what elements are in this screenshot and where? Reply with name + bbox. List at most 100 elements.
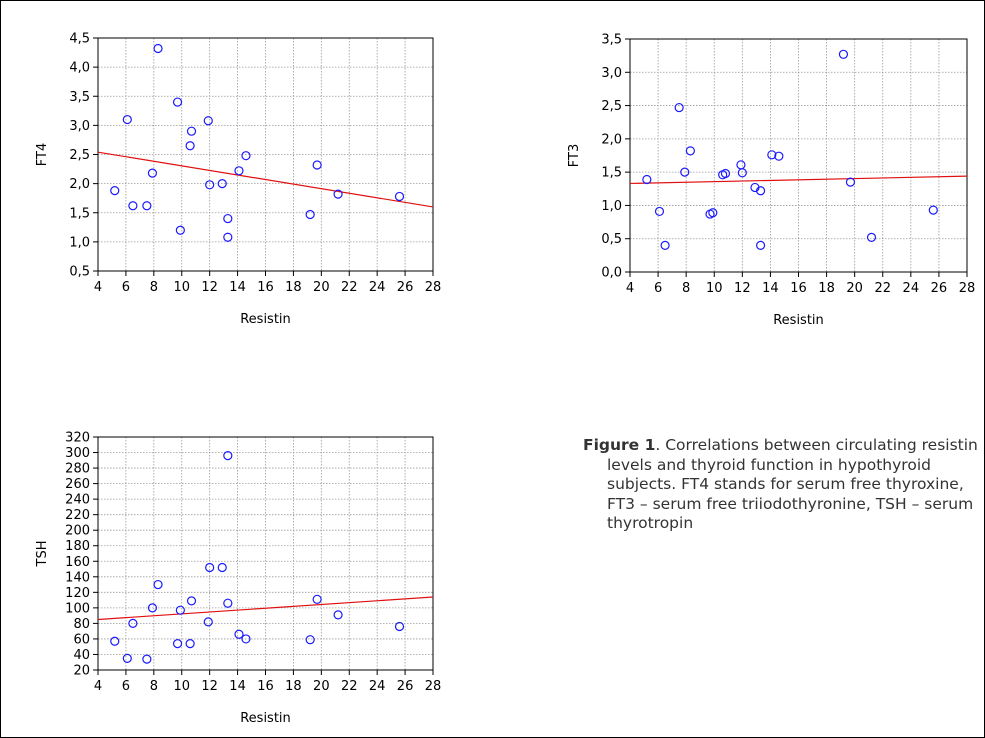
ft4-data-point [128,201,138,211]
ft3-y-axis-label: FT3 [567,144,582,167]
ft4-data-point [175,225,185,235]
tsh-xtick-label: 12 [201,679,218,694]
ft4-xtick-label: 16 [257,280,274,295]
tsh-tick-marks [93,436,434,675]
ft3-data-point [674,102,684,113]
ft4-tick-marks [93,37,434,276]
ft3-data-point [928,205,938,215]
tsh-data-point [203,617,213,627]
ft3-data-point [845,177,856,187]
ft4-gridlines [98,38,433,271]
ft4-x-axis-label: Resistin [240,312,291,327]
tsh-data-point [217,562,227,573]
tsh-ytick-label: 220 [65,508,90,523]
tsh-data-point [122,653,132,663]
ft3-xtick-label: 6 [654,281,662,296]
tsh-data-point [241,634,251,644]
tsh-xtick-label: 4 [94,679,102,694]
tsh-data-point [223,598,233,608]
ft3-data-point [866,232,877,242]
tsh-xtick-label: 14 [229,679,246,694]
ft4-xtick-label: 12 [201,280,218,295]
figure-caption: Figure 1. Correlations between circulati… [583,436,979,534]
ft3-xtick-label: 28 [959,281,976,296]
ft4-data-point [142,201,152,211]
ft4-xtick-label: 10 [173,280,190,295]
ft4-xtick-label: 6 [122,280,130,295]
ft3-xtick-label: 12 [734,281,751,296]
ft3-xtick-label: 8 [682,281,690,296]
ft3-xtick-label: 18 [818,281,835,296]
ft4-regression-line [97,151,434,208]
ft3-data-point [767,150,777,160]
tsh-data-point [333,610,343,620]
ft3-data-point [680,167,690,177]
ft4-data-point [186,126,197,136]
ft3-ytick-label: 2,5 [601,99,622,114]
tsh-x-axis-label: Resistin [240,711,291,726]
ft3-ytick-label: 3,5 [601,33,622,48]
tsh-ytick-label: 160 [65,555,90,570]
tsh-xtick-label: 18 [285,679,302,694]
ft4-data-point [305,209,315,220]
tsh-data-point [175,605,185,615]
ft3-x-axis-label: Resistin [773,313,824,328]
tsh-ytick-label: 320 [65,431,90,446]
ft3-xtick-label: 22 [874,281,891,296]
ft4-data-point [185,141,195,151]
ft3-data-point [685,146,695,156]
tsh-ytick-label: 180 [65,539,90,554]
ft3-data-point [708,208,718,218]
ft3-xtick-label: 16 [790,281,807,296]
ft3-xtick-label: 4 [626,281,634,296]
tsh-data-point [128,618,138,629]
ft4-data-point [153,43,163,54]
tsh-xtick-label: 26 [397,679,414,694]
tsh-data-point [305,635,315,645]
ft4-xtick-label: 8 [150,280,158,295]
ft4-xtick-label: 26 [397,280,414,295]
ft4-ytick-label: 3,5 [69,90,90,105]
ft3-data-point [838,49,849,59]
ft4-xtick-label: 18 [285,280,302,295]
tsh-data-point [205,562,215,573]
tsh-data-point [185,638,195,649]
ft3-data-point [737,168,747,178]
tsh-ytick-label: 140 [65,570,90,585]
tsh-data-point [312,594,322,604]
ft4-ytick-label: 4,0 [69,61,90,76]
ft3-ytick-label: 2,0 [601,132,622,147]
tsh-ytick-label: 280 [65,462,90,477]
tsh-ytick-label: 100 [65,601,90,616]
tsh-ytick-label: 120 [65,586,90,601]
ft3-xtick-label: 20 [846,281,863,296]
ft4-xtick-label: 14 [229,280,246,295]
tsh-xtick-label: 16 [257,679,274,694]
ft3-ytick-label: 1,5 [601,166,622,181]
ft4-data-point [223,232,233,242]
chart-ft3: 4 6 8 10 12 14 16 18 20 22 24 26 28 0,0 0,5 1,0 1,5 2,0 2,… [567,33,976,329]
tsh-xtick-label: 8 [150,679,158,694]
tsh-ytick-label: 60 [73,632,90,647]
ft4-data-point [241,151,251,161]
ft4-data-point [223,213,233,224]
ft4-ytick-label: 4,5 [69,32,90,47]
ft4-data-point [333,189,343,199]
ft4-data-point [205,180,215,190]
ft3-tick-marks [625,38,968,277]
caption-text: . Correlations between circulating resis… [607,436,978,532]
ft4-data-point [172,97,183,107]
ft3-data-point [774,151,784,161]
ft3-gridlines [630,39,967,272]
tsh-y-axis-label: TSH [35,541,50,568]
tsh-gridlines [98,437,433,670]
tsh-ytick-label: 200 [65,524,90,539]
ft4-xtick-label: 28 [425,280,442,295]
tsh-data-point [172,638,183,649]
ft4-data-point [122,114,132,125]
ft3-xtick-label: 26 [931,281,948,296]
tsh-data-point [394,621,405,632]
ft3-xtick-label: 24 [903,281,920,296]
ft3-ytick-label: 0,5 [601,232,622,247]
tsh-xtick-label: 28 [425,679,442,694]
